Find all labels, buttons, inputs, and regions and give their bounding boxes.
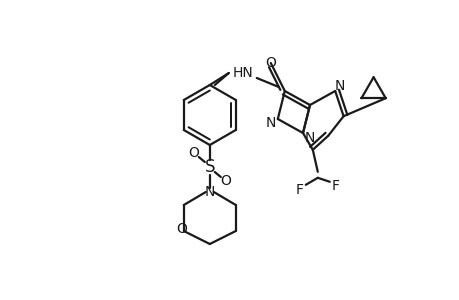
Text: N: N (265, 116, 275, 130)
Text: O: O (188, 146, 199, 160)
Text: O: O (220, 174, 231, 188)
Text: N: N (204, 185, 214, 199)
Text: F: F (331, 179, 339, 193)
Text: F: F (295, 183, 303, 197)
Text: N: N (334, 79, 345, 93)
Text: O: O (265, 56, 276, 70)
Text: O: O (176, 222, 187, 236)
Text: HN: HN (232, 66, 252, 80)
Text: N: N (304, 131, 314, 145)
Text: S: S (204, 158, 215, 176)
